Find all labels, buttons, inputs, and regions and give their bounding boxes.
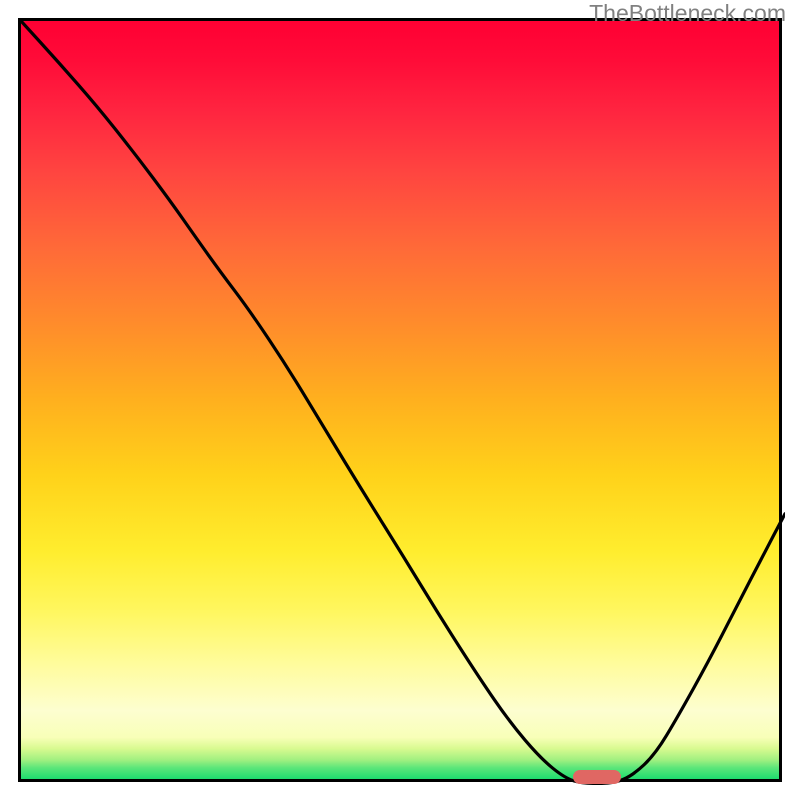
bottleneck-curve [21, 21, 785, 785]
optimal-range-marker [573, 770, 621, 784]
chart-container: TheBottleneck.com [0, 0, 800, 800]
watermark-text: TheBottleneck.com [589, 0, 786, 27]
plot-area [18, 18, 782, 782]
